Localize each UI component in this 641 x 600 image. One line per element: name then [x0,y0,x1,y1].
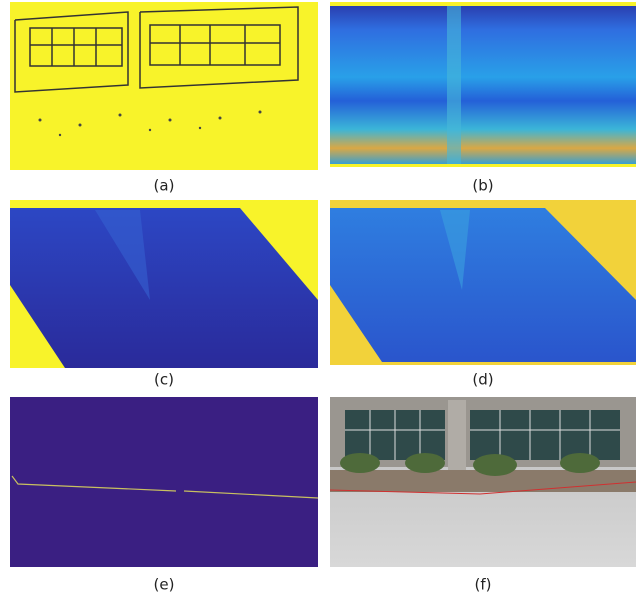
panel-b [330,2,636,167]
caption: (f) [475,576,492,594]
caption: (b) [472,177,493,195]
panel-a [10,2,318,170]
panel-c [10,200,318,368]
caption: (d) [472,371,493,389]
panel-f [330,397,636,567]
figure: (a) (b) (c) (d) (e) [0,0,641,600]
caption: (c) [154,371,174,389]
caption: (e) [154,576,175,594]
panel-d [330,200,636,365]
caption: (a) [154,177,175,195]
panel-e [10,397,318,567]
